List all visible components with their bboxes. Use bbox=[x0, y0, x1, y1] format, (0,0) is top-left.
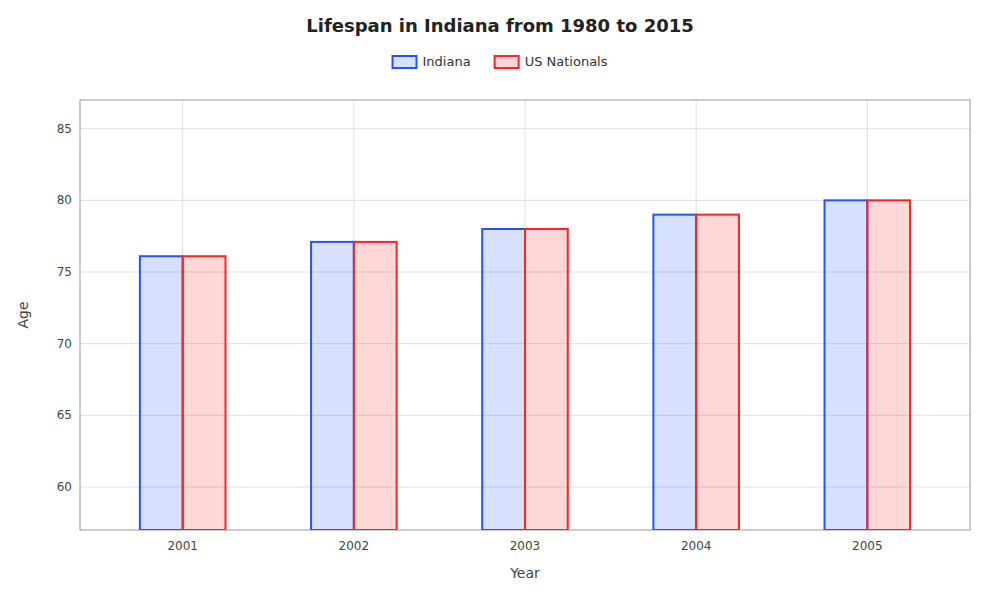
legend-item: Indiana bbox=[393, 54, 471, 69]
y-tick-label: 80 bbox=[57, 193, 72, 207]
x-tick-label: 2004 bbox=[681, 539, 712, 553]
page: {"chart_data": {"type": "bar", "title": … bbox=[0, 0, 1000, 600]
y-tick-label: 65 bbox=[57, 408, 72, 422]
x-tick-label: 2002 bbox=[339, 539, 370, 553]
bar bbox=[311, 242, 354, 530]
legend-swatch bbox=[393, 56, 417, 68]
bar bbox=[482, 229, 525, 530]
title: Lifespan in Indiana from 1980 to 2015 bbox=[306, 15, 694, 36]
x-tick-label: 2005 bbox=[852, 539, 883, 553]
y-tick-label: 60 bbox=[57, 480, 72, 494]
bar bbox=[653, 215, 696, 530]
plot-frame bbox=[80, 100, 970, 530]
bars bbox=[140, 200, 910, 530]
chart-container: 60 65 70 75 80 85 2001 2002 2003 2004 2005 Lifespan… bbox=[0, 0, 1000, 600]
bar bbox=[354, 242, 397, 530]
bar bbox=[140, 256, 183, 530]
x-tick-label: 2003 bbox=[510, 539, 541, 553]
bar bbox=[183, 256, 226, 530]
legend-item: US Nationals bbox=[495, 54, 608, 69]
bar bbox=[825, 200, 868, 530]
bar bbox=[696, 215, 739, 530]
y-tick-label: 85 bbox=[57, 122, 72, 136]
legend-label: US Nationals bbox=[525, 54, 608, 69]
grid bbox=[80, 100, 970, 530]
x-tick-label: 2001 bbox=[167, 539, 198, 553]
legend: Indiana US Nationals bbox=[393, 54, 608, 69]
bar bbox=[525, 229, 568, 530]
chart-svg: 60 65 70 75 80 85 2001 2002 2003 2004 2005 Lifespan… bbox=[0, 0, 1000, 600]
y-tick-label: 70 bbox=[57, 337, 72, 351]
bar bbox=[867, 200, 910, 530]
y-tick-label: 75 bbox=[57, 265, 72, 279]
x-axis-label: Year bbox=[509, 565, 540, 581]
legend-swatch bbox=[495, 56, 519, 68]
legend-label: Indiana bbox=[423, 54, 471, 69]
y-axis-label: Age bbox=[15, 301, 31, 328]
